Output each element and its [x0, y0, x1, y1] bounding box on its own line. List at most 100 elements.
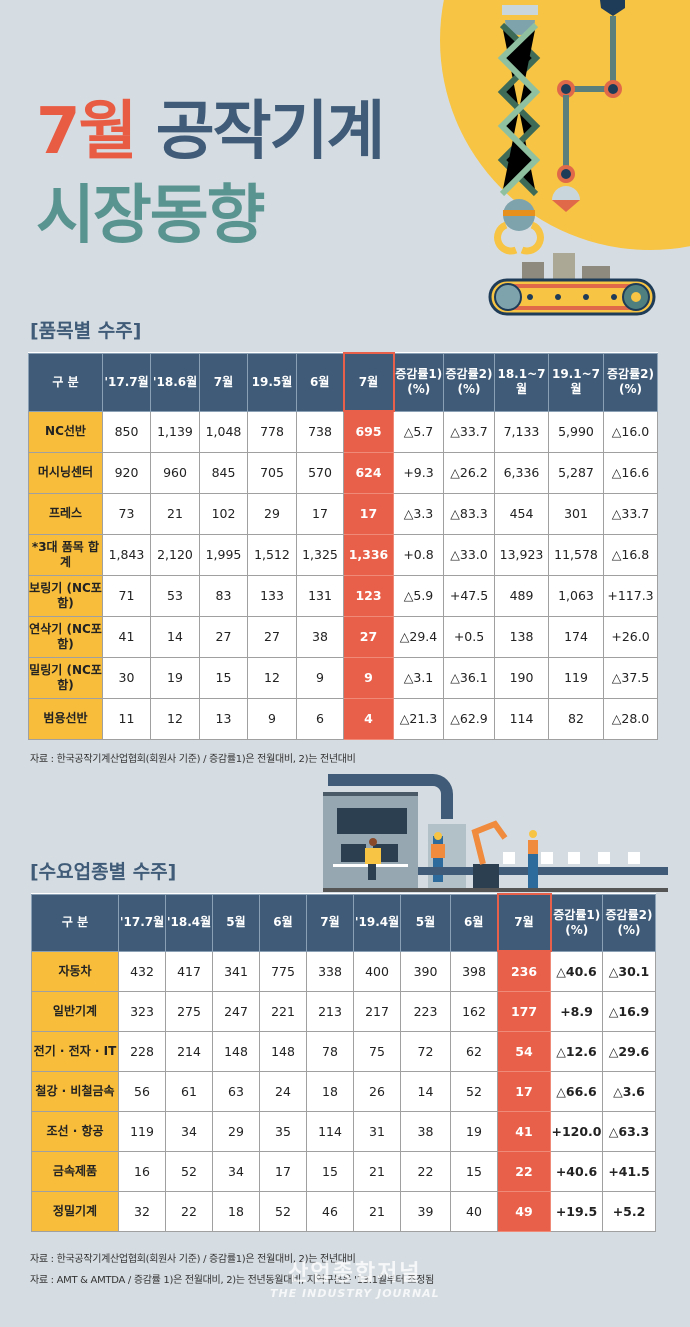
table-cell: 960: [150, 451, 200, 494]
table-cell: 41: [102, 615, 151, 658]
row-label: *3대 품목 합계: [28, 533, 103, 576]
header-col: 증감률2) (%): [443, 352, 495, 412]
table-cell: 34: [212, 1150, 260, 1192]
current-month-cell: 624: [343, 451, 394, 494]
table-cell: 417: [165, 950, 213, 992]
table-cell: 5,287: [548, 451, 604, 494]
table-cell: 114: [306, 1110, 354, 1152]
header-col: 7월: [199, 352, 248, 412]
table-cell: 162: [450, 990, 498, 1032]
table-cell: △16.9: [602, 990, 656, 1032]
table-cell: △5.7: [393, 410, 444, 453]
table-cell: 570: [296, 451, 344, 494]
table-cell: 61: [165, 1070, 213, 1112]
current-month-cell: 236: [497, 950, 551, 992]
table-cell: 400: [353, 950, 401, 992]
table-cell: △28.0: [603, 697, 658, 740]
table-cell: 6: [296, 697, 344, 740]
table-row: *3대 품목 합계 1,843 2,120 1,995 1,512 1,325 1,336 +…: [28, 533, 658, 576]
header-col: '17.7월: [102, 352, 151, 412]
header-col: 증감률2) (%): [602, 893, 656, 952]
table-cell: △63.3: [602, 1110, 656, 1152]
table-cell: 920: [102, 451, 151, 494]
watermark-korean: 산업종합저널: [288, 1261, 422, 1286]
header-col: 18.1~7월: [494, 352, 549, 412]
table-cell: 52: [259, 1190, 307, 1232]
table-cell: 133: [247, 574, 297, 617]
table-cell: 119: [118, 1110, 166, 1152]
table-cell: 705: [247, 451, 297, 494]
table-cell: 15: [199, 656, 248, 699]
table-cell: 390: [400, 950, 451, 992]
table-cell: 15: [450, 1150, 498, 1192]
table-cell: 1,048: [199, 410, 248, 453]
table-cell: 214: [165, 1030, 213, 1072]
watermark: 산업종합저널 THE INDUSTRY JOURNAL: [270, 1255, 440, 1300]
header-col: '17.7월: [118, 893, 166, 952]
table-row: 밀링기 (NC포함) 30 19 15 12 9 9 △3.1 △36.1 190 119 △37.5: [28, 656, 658, 699]
table-cell: 148: [212, 1030, 260, 1072]
table-cell: 138: [494, 615, 549, 658]
table-cell: △29.4: [393, 615, 444, 658]
table-cell: △40.6: [550, 950, 603, 992]
table-cell: 30: [102, 656, 151, 699]
header-col: '19.4월: [353, 893, 401, 952]
table-cell: 82: [548, 697, 604, 740]
table-cell: △29.6: [602, 1030, 656, 1072]
table-cell: 53: [150, 574, 200, 617]
table-cell: △3.1: [393, 656, 444, 699]
table-cell: 12: [247, 656, 297, 699]
table-cell: 9: [247, 697, 297, 740]
table-cell: 398: [450, 950, 498, 992]
section-title-by-item: [품목별 수주]: [30, 320, 142, 342]
header-category: 구 분: [31, 893, 119, 952]
table-cell: 17: [296, 492, 344, 535]
row-label: 일반기계: [31, 990, 119, 1032]
table-cell: △26.2: [443, 451, 495, 494]
table-cell: 850: [102, 410, 151, 453]
table-cell: 18: [306, 1070, 354, 1112]
table-cell: +120.0: [550, 1110, 603, 1152]
table-cell: △12.6: [550, 1030, 603, 1072]
row-label: 자동차: [31, 950, 119, 992]
row-label: 전기 · 전자 · IT: [31, 1030, 119, 1072]
table-cell: +0.8: [393, 533, 444, 576]
table-cell: +26.0: [603, 615, 658, 658]
header-col: 증감률1) (%): [393, 352, 444, 412]
table-cell: 39: [400, 1190, 451, 1232]
robot-arms-conveyor-icon: [488, 0, 656, 316]
table-cell: +41.5: [602, 1150, 656, 1192]
table-cell: △3.6: [602, 1070, 656, 1112]
header-col: 5월: [400, 893, 451, 952]
table-cell: 71: [102, 574, 151, 617]
table-cell: 148: [259, 1030, 307, 1072]
table-cell: 247: [212, 990, 260, 1032]
current-month-cell: 177: [497, 990, 551, 1032]
table-header-row: 구 분 '17.7월 '18.4월 5월 6월 7월 '19.4월 5월 6월 …: [31, 893, 656, 952]
table-cell: △16.0: [603, 410, 658, 453]
header-current-month: 7월: [342, 352, 395, 412]
table-cell: 7,133: [494, 410, 549, 453]
table-cell: 78: [306, 1030, 354, 1072]
table-cell: +5.2: [602, 1190, 656, 1232]
table-cell: +40.6: [550, 1150, 603, 1192]
table-cell: 12: [150, 697, 200, 740]
row-label: 정밀기계: [31, 1190, 119, 1232]
table-row: 전기 · 전자 · IT 228 214 148 148 78 75 72 62 54 △12.6 △…: [31, 1030, 656, 1072]
factory-workers-assembly-line-icon: [323, 774, 668, 892]
table-cell: 14: [150, 615, 200, 658]
table-cell: 114: [494, 697, 549, 740]
table-cell: 1,063: [548, 574, 604, 617]
current-month-cell: 1,336: [343, 533, 394, 576]
table-cell: +19.5: [550, 1190, 603, 1232]
table-cell: 24: [259, 1070, 307, 1112]
row-label: 머시닝센터: [28, 451, 103, 494]
table-row: 정밀기계 32 22 18 52 46 21 39 40 49 +19.5 +5.2: [31, 1190, 656, 1232]
table-cell: 13,923: [494, 533, 549, 576]
header-category: 구 분: [28, 352, 103, 412]
table-row: 일반기계 323 275 247 221 213 217 223 162 177 +8.9 △16.9: [31, 990, 656, 1032]
source-note-2: 자료 : AMT & AMTDA / 증감률 1)은 전월대비, 2)는 전년동…: [30, 1275, 434, 1286]
table-cell: 190: [494, 656, 549, 699]
table-cell: 72: [400, 1030, 451, 1072]
current-month-cell: 49: [497, 1190, 551, 1232]
